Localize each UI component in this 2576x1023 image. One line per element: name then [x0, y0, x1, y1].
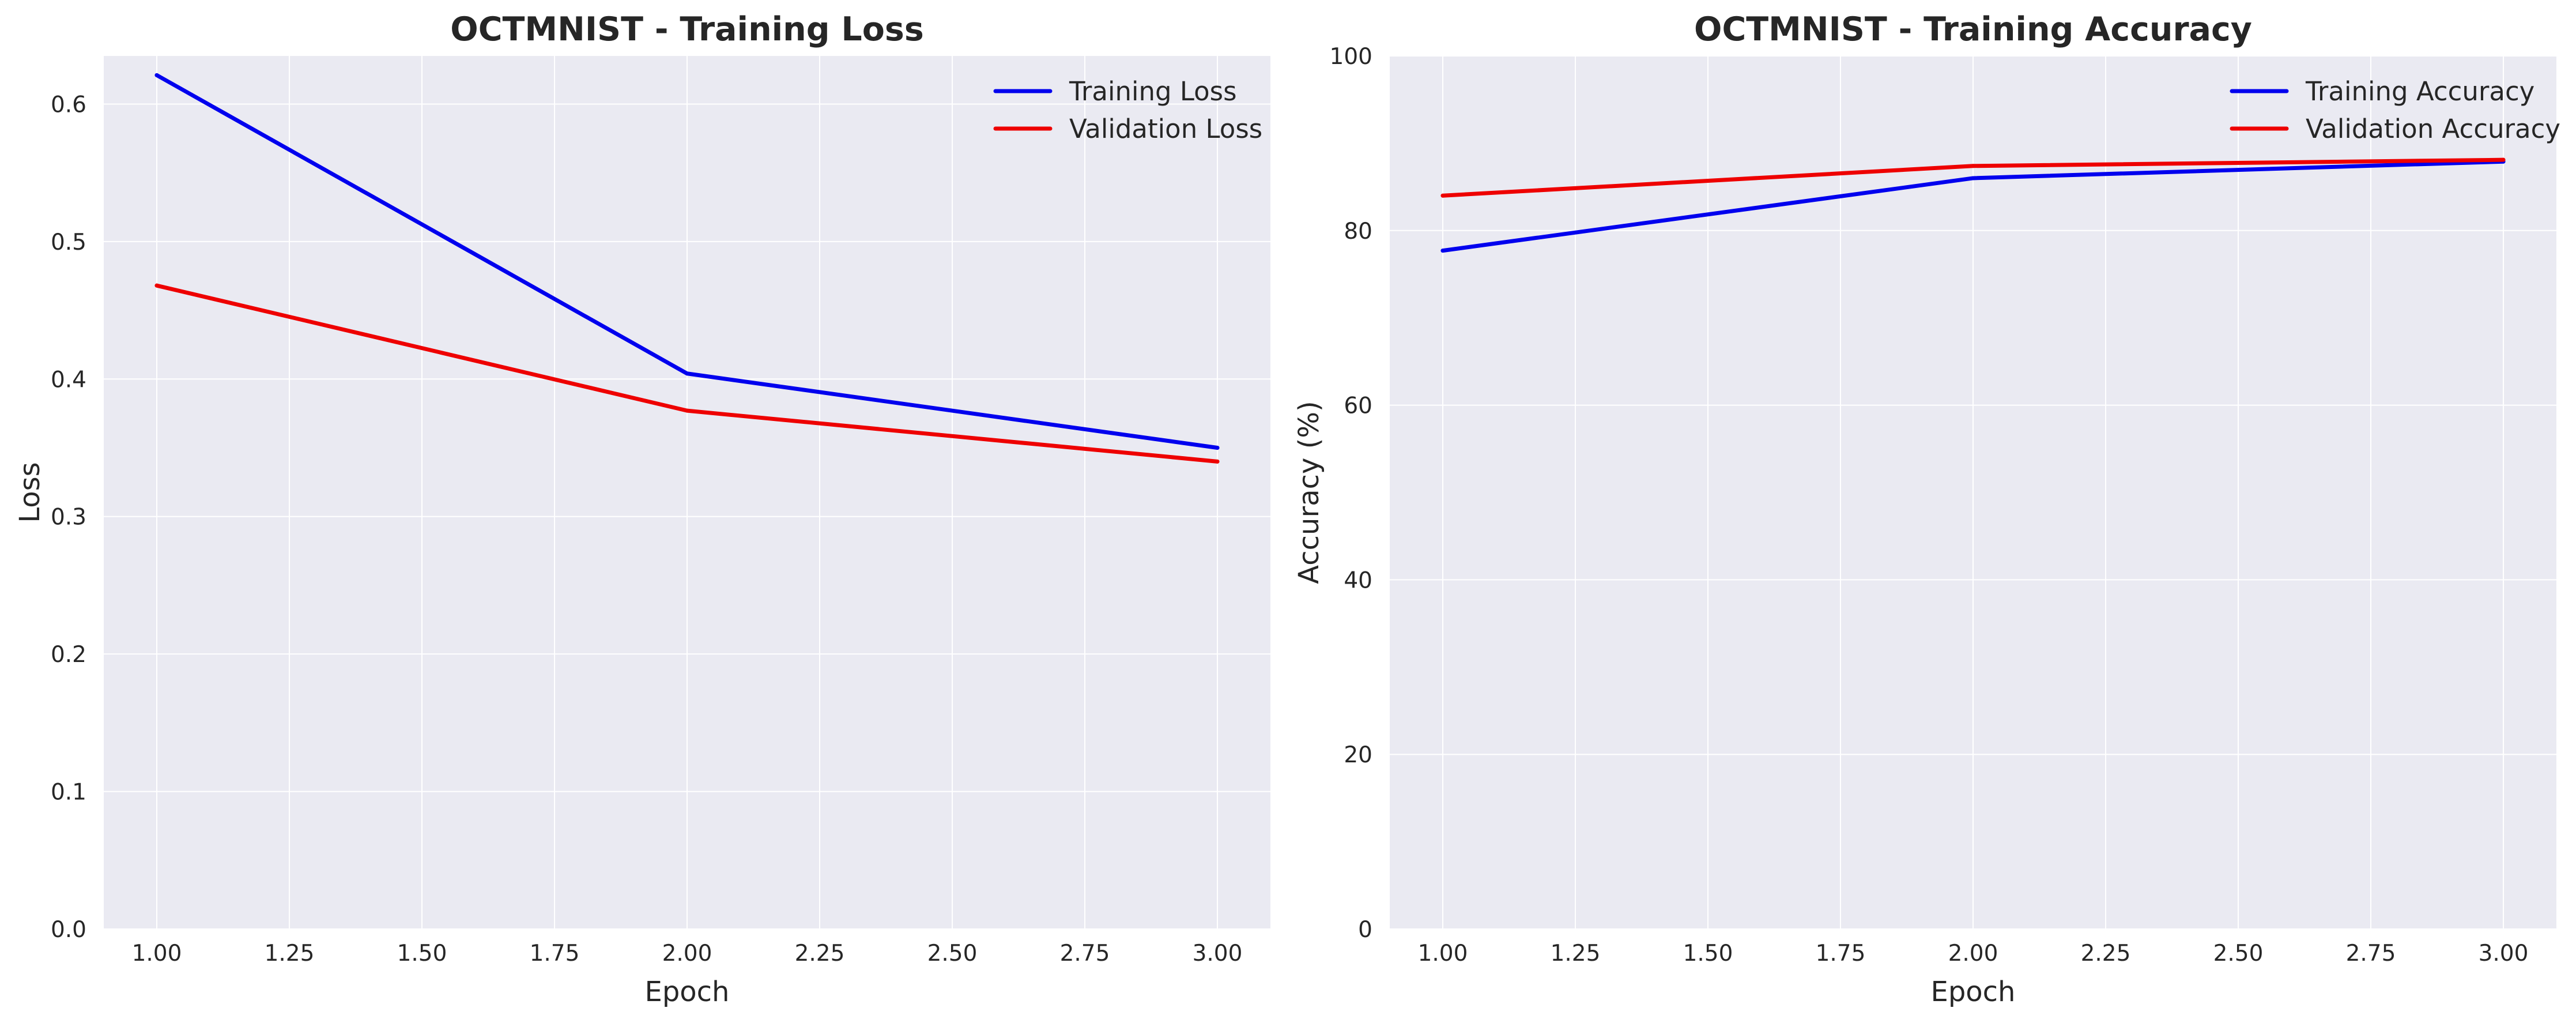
y-tick-label: 60 — [1344, 393, 1372, 419]
x-tick-label: 1.75 — [1816, 941, 1866, 966]
x-tick-label: 2.00 — [662, 941, 712, 966]
x-tick-label: 3.00 — [2479, 941, 2529, 966]
x-tick-label: 1.75 — [530, 941, 580, 966]
x-tick-label: 1.25 — [265, 941, 315, 966]
y-tick-label: 0.2 — [51, 642, 86, 668]
x-tick-label: 2.25 — [2081, 941, 2131, 966]
chart-title: OCTMNIST - Training Accuracy — [1694, 10, 2252, 48]
y-axis-label: Accuracy (%) — [1293, 401, 1325, 584]
data-point — [154, 283, 159, 288]
chart-panel-1: 1.00 1.25 1.50 1.75 2.00 2.25 2.50 2.75 3.00 0.0 0… — [14, 10, 1270, 1008]
y-tick-label: 0.1 — [51, 780, 86, 806]
data-point — [685, 408, 689, 413]
data-point — [1215, 459, 1220, 464]
x-tick-label: 1.00 — [1418, 941, 1468, 966]
data-point — [2501, 157, 2506, 162]
y-axis-label: Loss — [14, 462, 46, 522]
y-tick-label: 40 — [1344, 567, 1372, 593]
x-tick-label: 2.25 — [795, 941, 845, 966]
x-tick-label: 1.25 — [1551, 941, 1601, 966]
y-tick-label: 0.6 — [51, 92, 86, 118]
data-point — [1440, 249, 1445, 253]
chart-title: OCTMNIST - Training Loss — [450, 10, 924, 48]
x-tick-label: 2.75 — [2346, 941, 2396, 966]
legend-label-2: Validation Loss — [1069, 114, 1262, 144]
x-tick-label: 1.50 — [1683, 941, 1733, 966]
legend-label-1: Training Loss — [1069, 76, 1237, 107]
x-tick-label: 2.50 — [2213, 941, 2264, 966]
x-tick-label: 2.75 — [1060, 941, 1110, 966]
data-point — [685, 371, 689, 376]
x-axis-label: Epoch — [645, 976, 730, 1008]
y-tick-label: 80 — [1344, 219, 1372, 245]
chart-panel-2: 1.00 1.25 1.50 1.75 2.00 2.25 2.50 2.75 3.00 0 20 4… — [1293, 10, 2560, 1008]
x-tick-label: 1.50 — [397, 941, 447, 966]
x-tick-label: 3.00 — [1193, 941, 1243, 966]
y-tick-label: 100 — [1330, 44, 1372, 70]
data-point — [1215, 446, 1220, 450]
data-point — [1440, 193, 1445, 198]
data-point — [1971, 176, 1975, 180]
x-tick-label: 2.00 — [1948, 941, 1998, 966]
data-point — [1971, 164, 1975, 168]
legend-label-2: Validation Accuracy — [2306, 114, 2560, 144]
legend-label-1: Training Accuracy — [2305, 76, 2534, 107]
x-axis-label: Epoch — [1931, 976, 2016, 1008]
y-tick-label: 0 — [1358, 917, 1372, 943]
y-tick-label: 0.4 — [51, 367, 86, 393]
legend: Training Loss Validation Loss — [993, 76, 1262, 144]
y-tick-label: 0.0 — [51, 917, 86, 943]
x-tick-label: 1.00 — [132, 941, 182, 966]
legend: Training Accuracy Validation Accuracy — [2230, 76, 2560, 144]
y-tick-label: 0.3 — [51, 505, 86, 531]
x-tick-label: 2.50 — [927, 941, 978, 966]
y-tick-label: 20 — [1344, 742, 1372, 768]
y-tick-label: 0.5 — [51, 230, 86, 255]
data-point — [154, 73, 159, 77]
